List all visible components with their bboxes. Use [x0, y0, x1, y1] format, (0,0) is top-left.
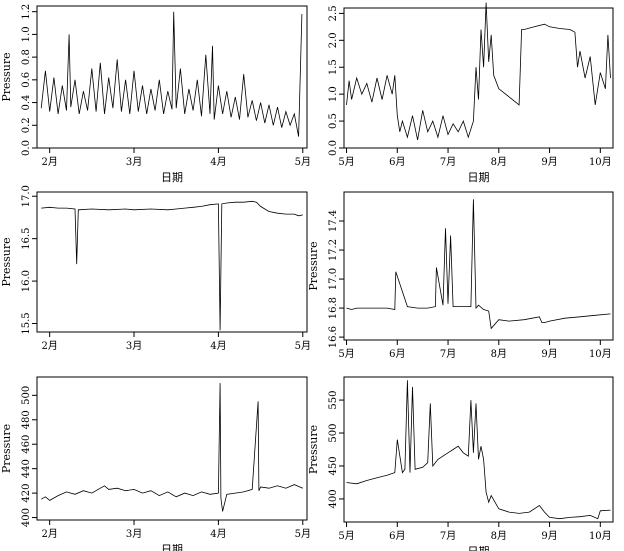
- y-tick-label: 500: [21, 386, 32, 405]
- y-tick-label: 400: [328, 489, 339, 508]
- y-tick-label: 0.5: [328, 113, 339, 129]
- x-tick-label: 4月: [210, 528, 226, 540]
- plot-frame: [36, 376, 308, 521]
- y-tick-label: 2.0: [328, 32, 339, 48]
- x-tick-label: 8月: [491, 348, 507, 360]
- y-tick-label: 1.0: [328, 86, 339, 102]
- x-tick-label: 8月: [491, 530, 507, 542]
- plot-frame: [343, 191, 614, 341]
- y-tick-label: 440: [21, 459, 32, 478]
- y-tick-label: 0.6: [21, 72, 32, 88]
- x-tick-label: 5月: [338, 348, 354, 360]
- y-tick-label: 550: [328, 391, 339, 410]
- x-tick-label: 2月: [41, 156, 57, 168]
- x-tick-label: 5月: [338, 156, 354, 168]
- y-tick-label: 1.5: [328, 59, 339, 75]
- x-tick-label: 4月: [210, 340, 226, 352]
- y-tick-label: 460: [21, 435, 32, 454]
- y-axis-title: Pressure: [0, 237, 13, 286]
- y-axis-title: Pressure: [0, 424, 13, 473]
- y-axis-title: Pressure: [0, 52, 13, 101]
- y-axis-title: Pressure: [307, 241, 320, 290]
- x-tick-label: 7月: [440, 530, 456, 542]
- y-tick-label: 450: [328, 456, 339, 475]
- plot-frame: [343, 7, 614, 149]
- x-axis-title: 日期: [161, 171, 183, 184]
- y-tick-label: 15.5: [21, 312, 32, 334]
- y-tick-label: 17.2: [328, 239, 339, 261]
- x-tick-label: 8月: [491, 156, 507, 168]
- y-tick-label: 0.2: [21, 117, 32, 133]
- y-tick-label: 1.2: [21, 4, 32, 20]
- y-tick-label: 16.8: [328, 297, 339, 319]
- y-tick-label: 16.6: [328, 326, 339, 348]
- x-tick-label: 3月: [126, 528, 142, 540]
- y-tick-label: 0.8: [21, 49, 32, 65]
- y-tick-label: 480: [21, 410, 32, 429]
- x-tick-label: 4月: [210, 156, 226, 168]
- y-tick-label: 17.4: [328, 210, 339, 232]
- x-tick-label: 2月: [41, 340, 57, 352]
- y-tick-label: 0.4: [21, 95, 32, 111]
- x-tick-label: 2月: [41, 528, 57, 540]
- y-tick-label: 420: [21, 484, 32, 503]
- y-tick-label: 0.0: [328, 140, 339, 156]
- x-tick-label: 9月: [541, 530, 557, 542]
- x-tick-label: 5月: [295, 340, 311, 352]
- chart-panel-3: 15.5 16.0 16.5 17.0 2月 3月 4月 5月 Pressure: [0, 185, 311, 352]
- y-tick-label: 2.5: [328, 5, 339, 21]
- x-tick-label: 9月: [541, 156, 557, 168]
- y-tick-label: 16.5: [21, 228, 32, 250]
- x-tick-label: 10月: [589, 348, 612, 360]
- series-line: [346, 380, 611, 520]
- x-tick-label: 5月: [338, 530, 354, 542]
- x-tick-label: 3月: [126, 156, 142, 168]
- chart-panel-4: 16.6 16.8 17.0 17.2 17.4 5月 6月 7月 8月 9月 10月 Pressur…: [307, 191, 614, 360]
- y-tick-label: 17.0: [328, 268, 339, 290]
- x-tick-label: 6月: [389, 530, 405, 542]
- x-tick-label: 10月: [589, 156, 612, 168]
- x-tick-label: 5月: [295, 528, 311, 540]
- x-tick-label: 3月: [126, 340, 142, 352]
- x-tick-label: 5月: [295, 156, 311, 168]
- plot-frame: [36, 5, 308, 149]
- y-tick-label: 400: [21, 508, 32, 527]
- x-tick-label: 7月: [440, 348, 456, 360]
- series-line: [40, 11, 303, 137]
- x-tick-label: 9月: [541, 348, 557, 360]
- x-axis-title: 日期: [468, 171, 490, 184]
- plot-frame: [343, 376, 614, 523]
- x-axis-title: 日期: [468, 545, 490, 551]
- y-tick-label: 16.0: [21, 270, 32, 292]
- x-tick-label: 7月: [440, 156, 456, 168]
- series-line: [41, 383, 303, 512]
- x-tick-label: 10月: [589, 530, 612, 542]
- series-line: [346, 199, 611, 330]
- y-tick-label: 17.0: [21, 185, 32, 207]
- plot-frame: [36, 191, 308, 333]
- series-line: [346, 2, 611, 140]
- y-axis-title: Pressure: [307, 425, 320, 474]
- x-tick-label: 6月: [389, 156, 405, 168]
- y-tick-label: 0.0: [21, 140, 32, 156]
- x-axis-title: 日期: [161, 543, 183, 551]
- y-tick-label: 500: [328, 423, 339, 442]
- y-tick-label: 1.0: [21, 26, 32, 42]
- series-line: [41, 200, 303, 331]
- x-tick-label: 6月: [389, 348, 405, 360]
